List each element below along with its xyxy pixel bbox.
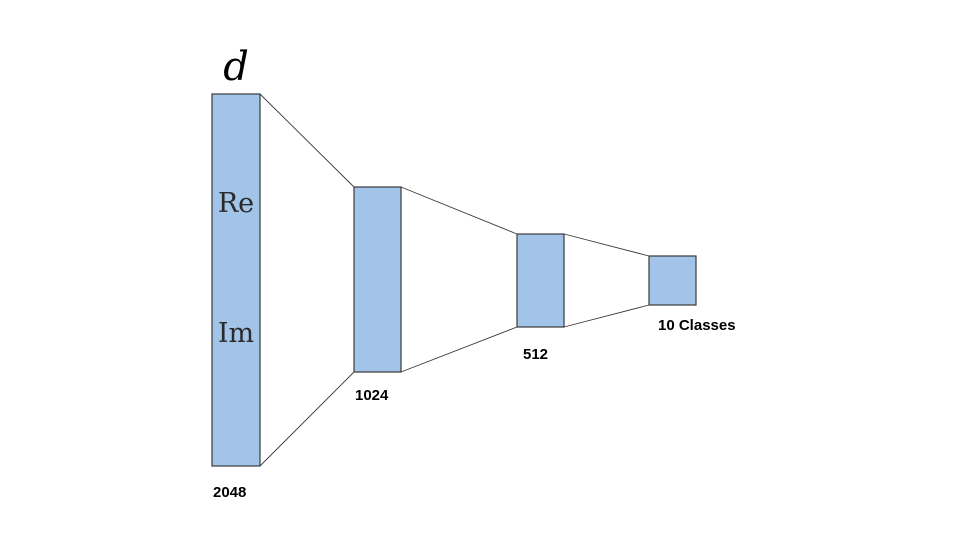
connector-2048-to-1024-bottom — [259, 371, 355, 467]
layer-output-10-classes — [648, 255, 697, 306]
connector-512-to-10-bottom — [563, 304, 650, 328]
real-part-label: Re — [218, 188, 254, 219]
connector-2048-to-1024-top — [259, 93, 355, 188]
connector-512-to-10-top — [563, 233, 650, 257]
input-dimension-symbol: d — [223, 44, 249, 90]
layer-size-label-1024: 1024 — [355, 387, 389, 404]
layer-size-label-2048: 2048 — [213, 484, 246, 501]
layer-size-label-512: 512 — [523, 346, 548, 363]
layer-input-2048 — [211, 93, 261, 467]
connector-1024-to-512-bottom — [400, 326, 518, 373]
connectors — [259, 93, 650, 467]
layer-hidden-1024 — [353, 186, 402, 373]
layer-size-label-10-classes: 10 Classes — [658, 317, 736, 334]
imaginary-part-label: Im — [218, 318, 254, 349]
layer-hidden-512 — [516, 233, 565, 328]
connector-1024-to-512-top — [400, 186, 518, 235]
